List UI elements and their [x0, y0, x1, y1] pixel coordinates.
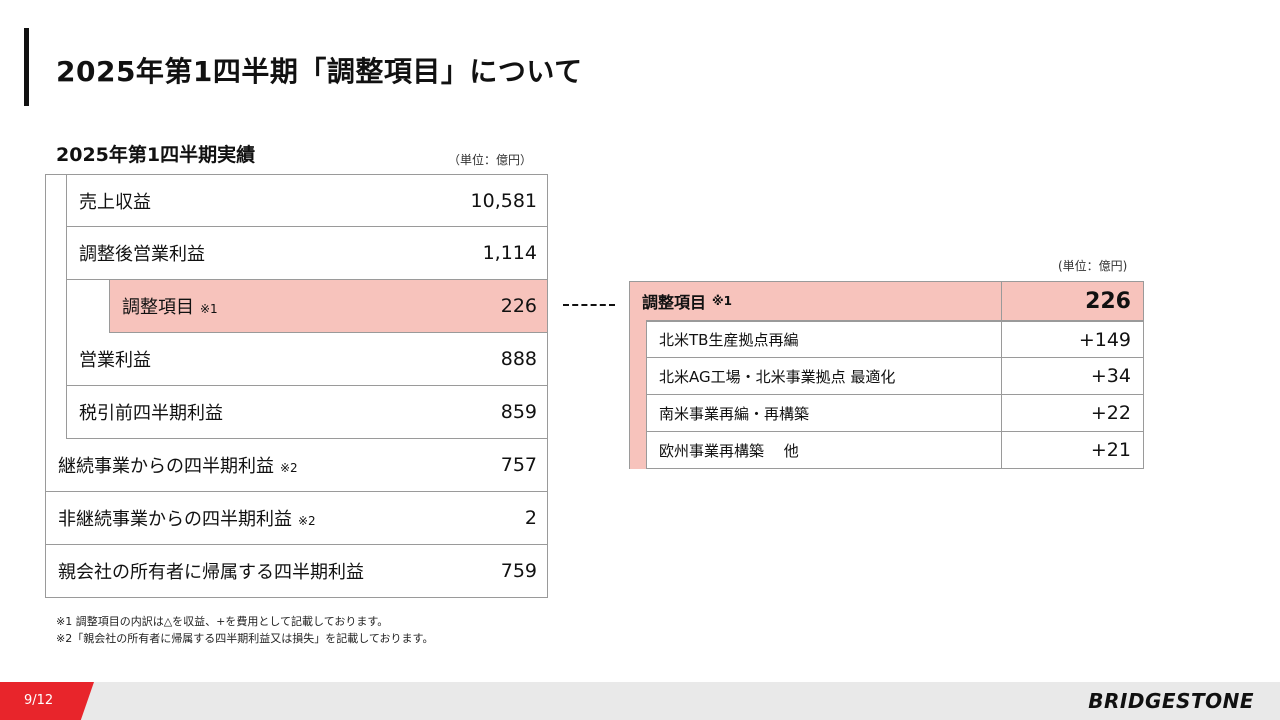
row-label: 調整後営業利益: [79, 244, 205, 265]
row-value: 10,581: [470, 189, 537, 212]
adjustment-value: +34: [1090, 365, 1131, 387]
adjustment-label: 北米AG工場・北米事業拠点 最適化: [647, 358, 1002, 394]
row-note: ※1: [200, 302, 218, 316]
adjustment-value: +22: [1090, 402, 1131, 424]
footnotes: ※1 調整項目の内訳は△を収益、+を費用として記載しております。 ※2「親会社の…: [56, 613, 433, 647]
adjustments-unit: (単位：億円): [1058, 259, 1128, 273]
results-unit: （単位：億円）: [448, 153, 533, 167]
table-row-adjustment-items: 調整項目 ※1 226: [109, 280, 548, 333]
table-row-parent-profit: 親会社の所有者に帰属する四半期利益 759: [45, 545, 548, 598]
table-row-operating-profit: 営業利益 888: [66, 333, 548, 386]
row-value: 757: [500, 454, 537, 476]
adjustments-total: 226: [1085, 288, 1131, 314]
adjustment-row-sa: 南米事業再編・再構築 +22: [646, 395, 1144, 432]
adjustment-value: +21: [1090, 439, 1131, 461]
adjustment-value: +149: [1078, 328, 1131, 351]
adjustment-row-eu: 欧州事業再構築 他 +21: [646, 432, 1144, 469]
adjustment-label: 欧州事業再構築 他: [647, 432, 1002, 468]
row-label: 継続事業からの四半期利益: [58, 456, 274, 477]
dashed-connector: [563, 304, 615, 306]
adjustments-header-note: ※1: [712, 294, 733, 308]
page-number-tab: [0, 682, 94, 720]
table-row-pretax-profit: 税引前四半期利益 859: [66, 386, 548, 439]
row-value: 2: [524, 507, 537, 529]
footnote-1: ※1 調整項目の内訳は△を収益、+を費用として記載しております。: [56, 615, 389, 628]
adjustments-stripe: [629, 320, 646, 469]
adjustments-header-label: 調整項目: [642, 293, 707, 312]
title-accent-bar: [24, 28, 29, 106]
adjustment-label: 北米TB生産拠点再編: [647, 322, 1002, 357]
row-value: 759: [500, 560, 537, 582]
table-row-continuing-profit: 継続事業からの四半期利益 ※2 757: [45, 439, 548, 492]
row-label: 税引前四半期利益: [79, 403, 223, 424]
row-value: 1,114: [482, 242, 537, 264]
row-value: 226: [500, 295, 537, 317]
footnote-2: ※2「親会社の所有者に帰属する四半期利益又は損失」を記載しております。: [56, 632, 434, 645]
adjustments-header-label-cell: 調整項目 ※1: [630, 282, 1002, 320]
row-note: ※2: [280, 461, 298, 475]
table-row-adjusted-operating-profit: 調整後営業利益 1,114: [66, 227, 548, 280]
table-row-discontinued-profit: 非継続事業からの四半期利益 ※2 2: [45, 492, 548, 545]
adjustments-header-row: 調整項目 ※1 226: [629, 281, 1144, 321]
row-label: 親会社の所有者に帰属する四半期利益: [58, 562, 364, 583]
adjustment-row-na-ag: 北米AG工場・北米事業拠点 最適化 +34: [646, 358, 1144, 395]
row-value: 859: [500, 401, 537, 423]
row-label: 営業利益: [79, 350, 151, 371]
table-row-revenue: 売上収益 10,581: [66, 174, 548, 227]
row-label: 調整項目: [122, 297, 194, 318]
row-label-wrap: 継続事業からの四半期利益 ※2: [58, 452, 298, 478]
row-label-wrap: 調整項目 ※1: [122, 293, 218, 319]
adjustment-row-na-tb: 北米TB生産拠点再編 +149: [646, 321, 1144, 358]
row-label: 非継続事業からの四半期利益: [58, 509, 292, 530]
adjustment-label: 南米事業再編・再構築: [647, 395, 1002, 431]
footer-bar: [0, 682, 1280, 720]
row-label-wrap: 非継続事業からの四半期利益 ※2: [58, 505, 316, 531]
page-title: 2025年第1四半期「調整項目」について: [56, 55, 583, 88]
row-note: ※2: [298, 514, 316, 528]
row-value: 888: [500, 348, 537, 370]
brand-logo: BRIDGESTONE: [1088, 689, 1254, 713]
page-number: 9/12: [24, 693, 54, 708]
results-heading: 2025年第1四半期実績: [56, 144, 256, 166]
row-label: 売上収益: [79, 191, 151, 213]
